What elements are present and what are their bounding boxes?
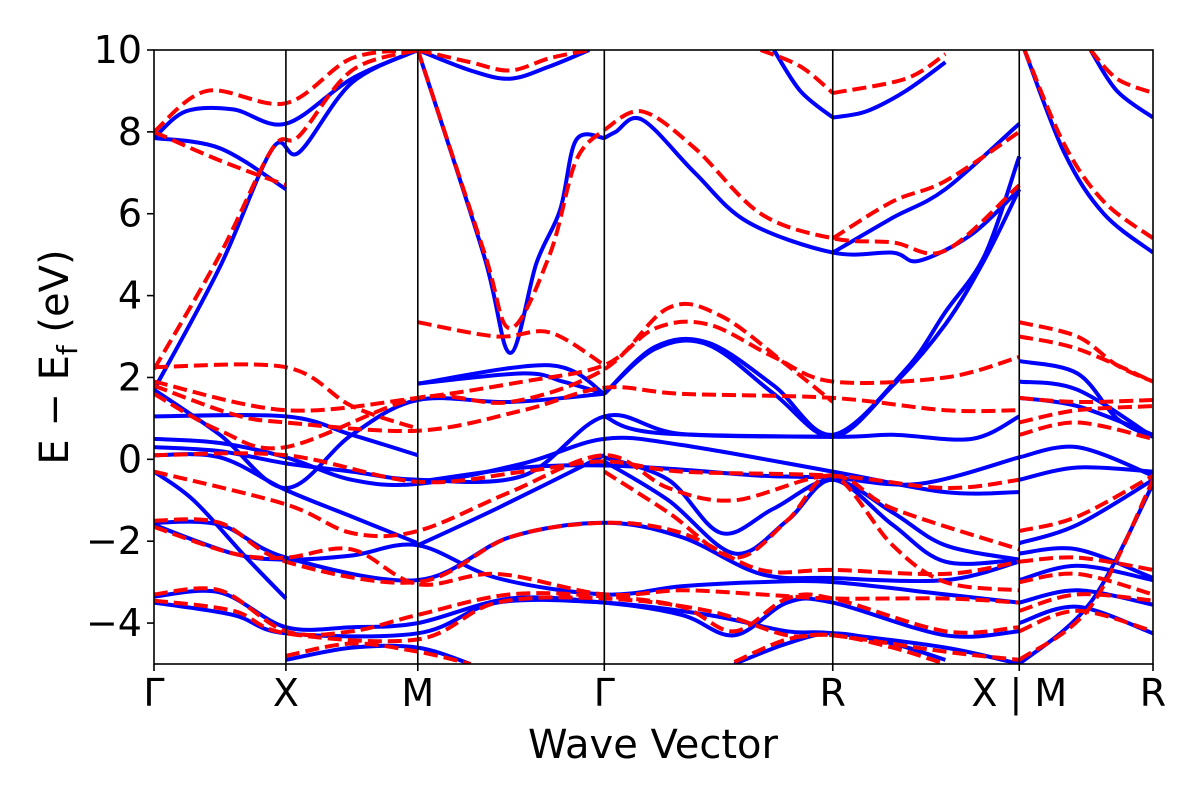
- blue-solid-band-35: [1019, 395, 1153, 437]
- y-axis-label-unit: (eV): [32, 249, 78, 345]
- blue-solid-band-16: [417, 371, 605, 396]
- red-dashed-band-35: [1018, 478, 1153, 662]
- red-dashed-band-26: [1018, 334, 1153, 384]
- red-dashed-band-8: [759, 50, 835, 95]
- y-axis-label-subscript: f: [51, 344, 84, 355]
- red-dashed-band-9: [1022, 50, 1153, 240]
- x-tick-label-4: R: [820, 671, 846, 715]
- band-lines: [154, 50, 1153, 664]
- red-dashed-band-7: [832, 52, 947, 95]
- y-axis-label: E − Ef (eV): [32, 249, 84, 464]
- blue-solid-band-17: [417, 363, 606, 396]
- red-dashed-band-3: [415, 50, 606, 331]
- red-dashed-band-28: [1018, 404, 1153, 425]
- blue-solid-band-20: [603, 414, 1021, 442]
- x-axis-ticks: Γ X M Γ R X | M R: [143, 664, 1166, 716]
- blue-solid-band-32: [1018, 465, 1153, 482]
- blue-solid-band-24: [416, 453, 606, 548]
- blue-solid-band-40: [1018, 588, 1153, 607]
- high-symmetry-lines: [285, 50, 1021, 664]
- blue-solid-band-36: [1018, 444, 1153, 478]
- x-tick-label-6: R: [1140, 671, 1166, 715]
- x-axis-label: Wave Vector: [528, 722, 779, 768]
- red-dashed-band-17: [154, 453, 1020, 552]
- red-dashed-band-13: [154, 383, 1020, 434]
- blue-solid-band-7: [832, 60, 947, 120]
- red-dashed-band-12: [154, 319, 1020, 413]
- red-dashed-band-11: [154, 362, 419, 431]
- blue-solid-band-25: [154, 469, 288, 600]
- y-tick-label-4: 4: [118, 274, 142, 318]
- x-tick-label-3: Γ: [594, 671, 615, 715]
- y-axis-label-main: E − E: [32, 355, 78, 465]
- red-dashed-band-33: [1018, 592, 1153, 613]
- y-axis-ticks: −4 −2 0 2 4 6 8 10: [86, 28, 154, 645]
- y-tick-label-6: 8: [118, 110, 142, 154]
- blue-solid-band-3: [415, 50, 605, 355]
- x-tick-label-0: Γ: [143, 671, 164, 715]
- red-dashed-band-20: [154, 525, 1020, 605]
- red-dashed-band-19: [154, 517, 1020, 585]
- blue-solid-band-39: [1018, 563, 1153, 583]
- red-dashed-band-6: [831, 130, 1021, 241]
- red-dashed-band-27: [1019, 395, 1153, 405]
- red-dashed-band-2: [154, 50, 419, 371]
- plot-frame: [153, 49, 1154, 665]
- red-dashed-band-0: [154, 130, 287, 187]
- blue-solid-band-14: [154, 413, 419, 458]
- red-dashed-band-23: [285, 641, 472, 664]
- blue-solid-band-18: [602, 188, 1022, 439]
- blue-solid-band-37: [1018, 478, 1153, 546]
- y-tick-label-3: 2: [118, 355, 142, 399]
- x-tick-label-5: X | M: [971, 671, 1067, 716]
- red-dashed-band-18: [603, 469, 1020, 593]
- red-dashed-band-32: [1018, 571, 1153, 597]
- red-dashed-band-15: [417, 320, 606, 367]
- red-dashed-band-4: [417, 50, 590, 73]
- red-dashed-band-14: [154, 302, 835, 451]
- blue-solid-band-5: [603, 116, 1021, 264]
- red-dashed-band-30: [1018, 473, 1153, 533]
- blue-solid-band-22: [603, 455, 1020, 562]
- y-tick-label-2: 0: [118, 437, 142, 481]
- y-tick-label-7: 10: [94, 28, 142, 72]
- red-dashed-band-10: [1088, 50, 1153, 95]
- blue-solid-band-8: [772, 50, 835, 120]
- red-dashed-band-16: [154, 451, 1020, 491]
- red-dashed-band-5: [603, 109, 1021, 256]
- y-tick-label-1: −2: [86, 519, 142, 563]
- y-tick-label-5: 6: [118, 192, 142, 236]
- blue-solid-band-30: [285, 643, 472, 664]
- red-dashed-band-29: [1018, 420, 1153, 441]
- blue-solid-band-4: [417, 50, 591, 81]
- red-dashed-band-31: [1019, 555, 1153, 572]
- red-dashed-band-34: [1018, 608, 1153, 634]
- x-tick-label-1: X: [273, 671, 299, 715]
- blue-solid-band-38: [1019, 546, 1153, 580]
- y-tick-label-0: −4: [86, 601, 142, 645]
- x-tick-label-2: M: [401, 671, 434, 715]
- blue-solid-band-9: [1022, 50, 1153, 255]
- blue-solid-band-19: [602, 155, 1022, 437]
- blue-solid-band-15: [154, 388, 605, 490]
